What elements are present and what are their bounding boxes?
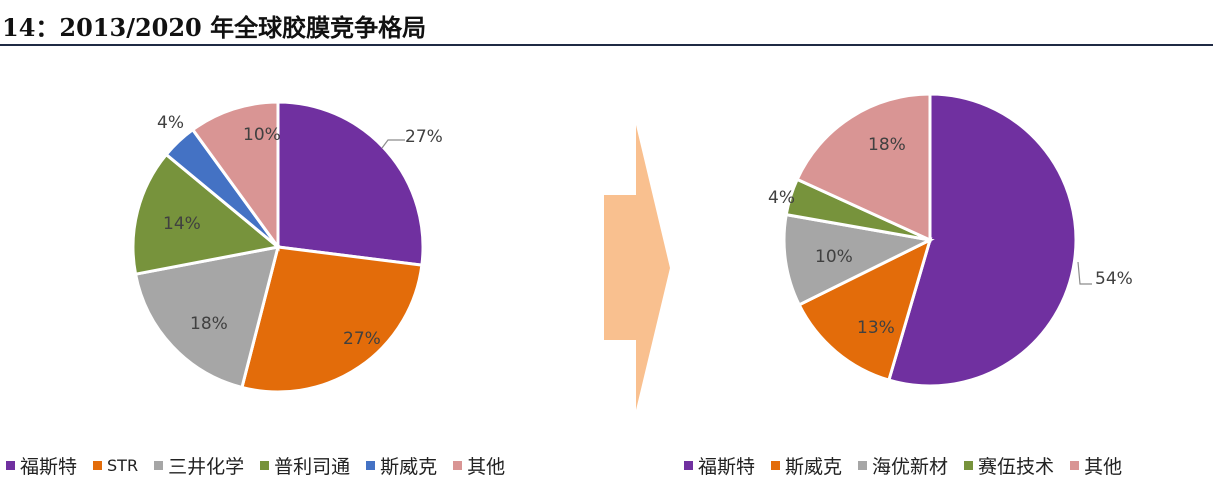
data-label: 4% — [157, 113, 184, 133]
legend-swatch-icon — [858, 461, 868, 470]
legend-item: 福斯特 — [6, 452, 77, 479]
legend-label: STR — [107, 456, 139, 475]
legend-item: 赛伍技术 — [964, 452, 1054, 479]
legend-item: 三井化学 — [154, 452, 244, 479]
data-label: 18% — [868, 135, 906, 155]
pie-slice — [240, 245, 424, 394]
data-label: 27% — [405, 127, 443, 147]
legend-swatch-icon — [154, 461, 164, 470]
legend-item: 斯威克 — [366, 452, 437, 479]
legend-item: 福斯特 — [684, 452, 755, 479]
leader-line — [1077, 261, 1092, 285]
legend-swatch-icon — [260, 461, 270, 470]
legend-label: 福斯特 — [698, 456, 756, 478]
transition-arrow-icon — [604, 125, 670, 410]
legend-swatch-icon — [6, 461, 15, 470]
pie-slice — [887, 92, 1078, 388]
pie-slice — [782, 212, 935, 307]
pie-slice — [797, 237, 933, 382]
figure-title: 14：2013/2020 年全球胶膜竞争格局 — [2, 13, 427, 42]
charts-canvas: 27% 27% 18% 14% 4% 10% 54% 13% 10% 4% 18% — [131, 92, 1133, 410]
legend-swatch-icon — [93, 461, 103, 470]
legend-label: 三井化学 — [168, 456, 245, 478]
legend-label: 赛伍技术 — [978, 456, 1055, 478]
legend-item: 斯威克 — [771, 452, 842, 479]
legend-label: 普利司通 — [274, 456, 351, 478]
legend-item: 其他 — [1070, 452, 1122, 479]
pie-slice — [133, 245, 281, 390]
legend-item: 其他 — [453, 452, 505, 479]
pie-chart-2020: 54% 13% 10% 4% 18% — [768, 92, 1133, 388]
leader-line — [381, 139, 405, 149]
legend-label: 其他 — [467, 456, 506, 478]
pie-chart-2013: 27% 27% 18% 14% 4% 10% — [131, 100, 443, 394]
data-label: 13% — [857, 318, 895, 338]
data-label: 4% — [768, 188, 795, 208]
data-label: 10% — [243, 125, 281, 145]
data-label: 14% — [163, 214, 201, 234]
legend-swatch-icon — [1070, 461, 1080, 470]
legend-swatch-icon — [453, 461, 463, 470]
title-rule — [0, 44, 1213, 46]
legend-item: STR — [93, 456, 138, 475]
data-label: 18% — [190, 314, 228, 334]
legend-swatch-icon — [366, 461, 376, 470]
legend-2013: 福斯特 STR 三井化学 普利司通 斯威克 其他 — [6, 452, 505, 479]
legend-label: 斯威克 — [380, 456, 438, 478]
legend-label: 福斯特 — [20, 456, 78, 478]
legend-item: 海优新材 — [858, 452, 948, 479]
legend-label: 海优新材 — [872, 456, 949, 478]
legend-label: 斯威克 — [785, 456, 843, 478]
data-label: 10% — [815, 247, 853, 267]
data-label: 27% — [343, 329, 381, 349]
legend-item: 普利司通 — [260, 452, 350, 479]
pie-slice — [795, 92, 932, 243]
pie-slice — [276, 100, 425, 267]
legend-swatch-icon — [771, 461, 781, 470]
legend-label: 其他 — [1084, 456, 1123, 478]
legend-2020: 福斯特 斯威克 海优新材 赛伍技术 其他 — [684, 452, 1122, 479]
pie-slice — [190, 100, 280, 252]
pie-slice — [131, 152, 282, 276]
data-label: 54% — [1095, 269, 1133, 289]
legend-swatch-icon — [684, 461, 693, 470]
legend-swatch-icon — [964, 461, 974, 470]
